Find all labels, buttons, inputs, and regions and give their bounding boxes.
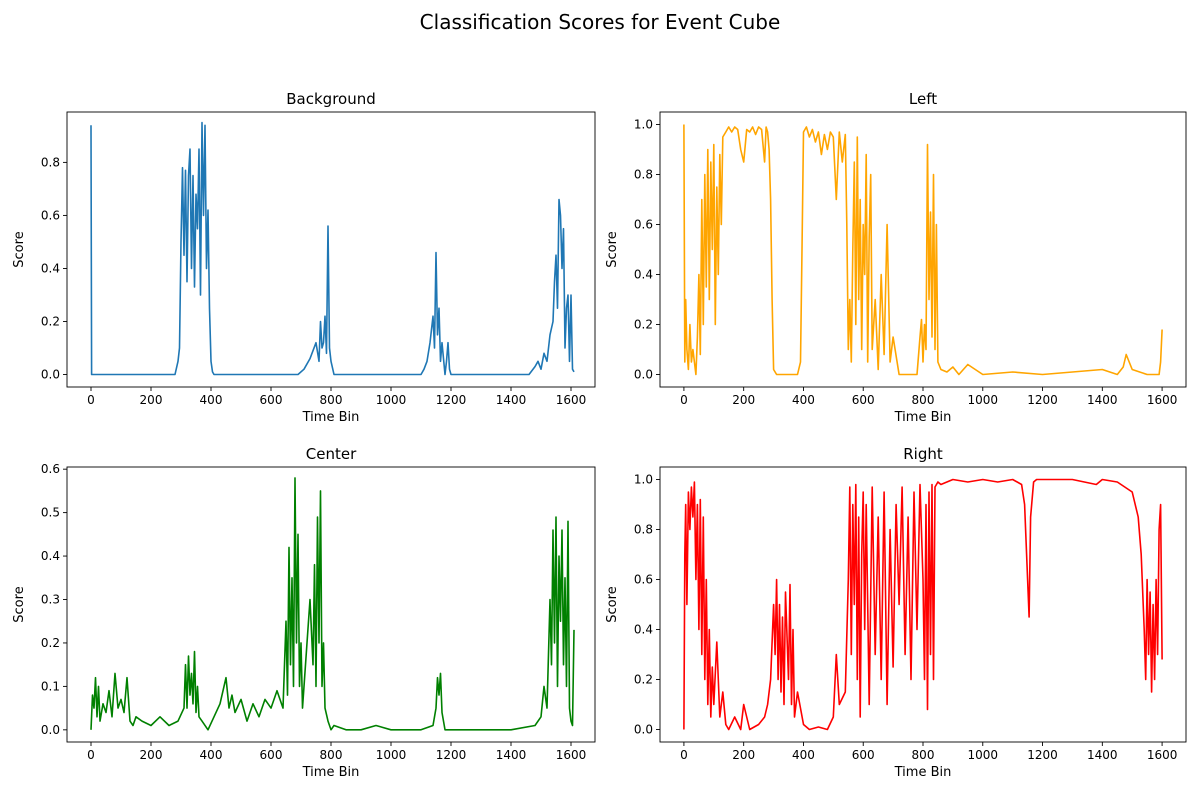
y-tick-label: 0.8: [634, 168, 653, 182]
y-tick-label: 0.2: [634, 318, 653, 332]
x-tick-label: 600: [852, 748, 875, 762]
y-tick-label: 0.6: [41, 208, 60, 222]
x-tick-label: 1200: [436, 393, 467, 407]
panel-center: 0 200 400 600 800 1000 1200 1400 1600 0.0 0.1 0.2 0.…: [12, 445, 596, 780]
y-tick-label: 0.2: [634, 673, 653, 687]
y-tick-label: 1.0: [634, 473, 653, 487]
y-tick-label: 0.1: [41, 679, 60, 693]
x-tick-label: 1000: [967, 393, 998, 407]
y-tick-label: 0.6: [41, 462, 60, 476]
x-tick-label: 600: [260, 748, 283, 762]
y-tick-label: 0.0: [41, 723, 60, 737]
y-tick-label: 0.6: [634, 573, 653, 587]
x-tick-label: 200: [140, 393, 163, 407]
x-tick-label: 0: [680, 748, 688, 762]
panel-title: Background: [286, 90, 376, 108]
x-tick-label: 0: [87, 748, 95, 762]
y-tick-label: 1.0: [634, 118, 653, 132]
panel-title: Left: [909, 90, 937, 108]
y-tick-label: 0.0: [41, 368, 60, 382]
x-tick-label: 800: [320, 393, 343, 407]
data-line: [90, 477, 575, 731]
x-axis-label: Time Bin: [894, 765, 952, 780]
y-axis-label: Score: [12, 586, 27, 622]
figure-title: Classification Scores for Event Cube: [419, 10, 781, 34]
x-tick-label: 400: [792, 393, 815, 407]
y-tick-label: 0.0: [634, 368, 653, 382]
y-tick-label: 0.6: [634, 218, 653, 232]
y-tick-label: 0.0: [634, 723, 653, 737]
y-tick-label: 0.2: [41, 636, 60, 650]
y-axis-label: Score: [605, 231, 620, 267]
x-tick-label: 1000: [376, 748, 407, 762]
panel-title: Center: [306, 445, 357, 463]
y-tick-label: 0.8: [634, 523, 653, 537]
x-tick-label: 1200: [1027, 748, 1058, 762]
axes-frame: [66, 111, 596, 388]
x-tick-label: 200: [732, 748, 755, 762]
x-tick-label: 600: [260, 393, 283, 407]
data-line: [90, 121, 575, 376]
y-axis-label: Score: [12, 231, 27, 267]
x-tick-label: 1600: [1147, 748, 1178, 762]
data-line: [683, 478, 1163, 731]
x-tick-label: 400: [200, 748, 223, 762]
x-tick-label: 0: [87, 393, 95, 407]
x-tick-label: 600: [852, 393, 875, 407]
x-tick-label: 200: [140, 748, 163, 762]
data-line: [683, 124, 1163, 376]
x-tick-label: 400: [792, 748, 815, 762]
y-tick-label: 0.2: [41, 314, 60, 328]
y-tick-label: 0.5: [41, 506, 60, 520]
x-tick-label: 800: [912, 393, 935, 407]
panel-background: 0 200 400 600 800 1000 1200 1400 1600 0.0 0.2 0.4 0.…: [12, 90, 596, 425]
x-tick-label: 0: [680, 393, 688, 407]
axes-frame: [66, 466, 596, 743]
x-tick-label: 1600: [556, 393, 587, 407]
x-tick-label: 1400: [496, 748, 527, 762]
y-tick-label: 0.3: [41, 593, 60, 607]
x-tick-label: 1600: [556, 748, 587, 762]
y-tick-label: 0.4: [41, 261, 60, 275]
x-tick-label: 800: [912, 748, 935, 762]
x-tick-label: 1400: [496, 393, 527, 407]
x-tick-label: 400: [200, 393, 223, 407]
panel-title: Right: [903, 445, 943, 463]
x-axis-label: Time Bin: [894, 410, 952, 425]
panel-right: 0 200 400 600 800 1000 1200 1400 1600 0.0 0.2 0.4 0.…: [605, 445, 1187, 780]
x-tick-label: 1200: [1027, 393, 1058, 407]
x-tick-label: 1000: [376, 393, 407, 407]
x-tick-label: 1400: [1087, 748, 1118, 762]
y-tick-label: 0.8: [41, 155, 60, 169]
x-axis-label: Time Bin: [302, 765, 360, 780]
panel-left: 0 200 400 600 800 1000 1200 1400 1600 0.0 0.2 0.4 0.…: [605, 90, 1187, 425]
x-tick-label: 1400: [1087, 393, 1118, 407]
x-axis-label: Time Bin: [302, 410, 360, 425]
x-tick-label: 1600: [1147, 393, 1178, 407]
x-tick-label: 800: [320, 748, 343, 762]
y-tick-label: 0.4: [634, 268, 653, 282]
y-tick-label: 0.4: [41, 549, 60, 563]
y-axis-label: Score: [605, 586, 620, 622]
x-tick-label: 200: [732, 393, 755, 407]
x-tick-label: 1000: [967, 748, 998, 762]
x-tick-label: 1200: [436, 748, 467, 762]
y-tick-label: 0.4: [634, 623, 653, 637]
